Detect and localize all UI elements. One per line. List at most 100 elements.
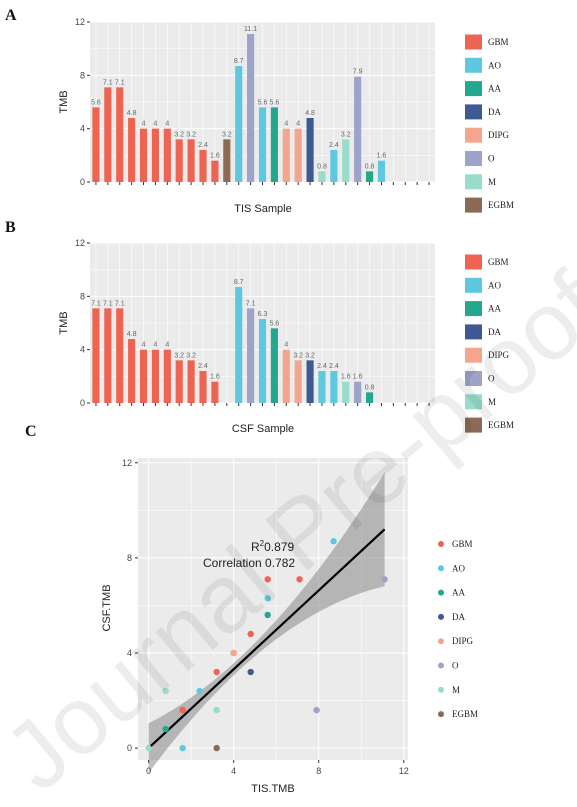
- panel-a-bar-value-label: 0.8: [317, 163, 327, 170]
- panel-a-y-tick-label: 4: [80, 124, 85, 134]
- panel-c-legend-swatch-egbm: [438, 711, 444, 718]
- panel-a-bar-value-label: 4: [284, 121, 288, 128]
- panel-c-legend-swatch-m: [438, 686, 444, 693]
- panel-a-legend-swatch-m: [465, 174, 482, 190]
- panel-b-bar-m: [342, 381, 350, 403]
- panel-b-bar-value-label: 3.2: [186, 352, 196, 359]
- panel-b-bar-value-label: 4: [165, 342, 169, 349]
- panel-c-legend-swatch-ao: [438, 565, 444, 572]
- panel-b-legend-swatch-ao: [465, 277, 482, 293]
- panel-b-legend-label-m: M: [488, 397, 496, 407]
- panel-b-bar-value-label: 3.2: [293, 352, 303, 359]
- panel-a-bar-value-label: 2.4: [329, 142, 339, 149]
- panel-a-legend-swatch-dipg: [465, 127, 482, 143]
- panel-b-bar-value-label: 7.1: [115, 300, 125, 307]
- panel-b-bar-value-label: 2.4: [329, 363, 339, 370]
- panel-c-x-tick-label: 0: [146, 766, 151, 776]
- panel-a-legend: GBM AO AA DA DIPG O M EGBM: [465, 34, 514, 213]
- panel-a-bar-value-label: 3.2: [186, 131, 196, 138]
- panel-a-letter: A: [5, 7, 17, 24]
- panel-b-bar-value-label: 1.6: [210, 374, 220, 381]
- panel-a-bar-ao: [258, 107, 267, 182]
- panel-a-bar-value-label: 2.4: [198, 142, 208, 149]
- panel-b-bar-value-label: 7.1: [103, 300, 113, 307]
- panel-b-bar-value-label: 7.1: [91, 300, 101, 307]
- panel-b-bar-value-label: 2.4: [317, 363, 327, 370]
- panel-c-y-tick-label: 8: [127, 553, 132, 563]
- panel-a-bar-gbm: [187, 139, 195, 182]
- panel-b-bar-value-label: 3.2: [305, 352, 315, 359]
- panel-b-bar-value-label: 6.3: [258, 311, 268, 318]
- panel-c-x-tick-label: 4: [231, 766, 236, 776]
- panel-c-y-tick-label: 12: [122, 458, 132, 468]
- panel-b-bar-value-label: 4.8: [127, 331, 137, 338]
- panel-b-bar-labels: 7.1 7.1 7.14.84 4 43.2 3.22.41.68.77.16.35.64…: [91, 279, 374, 391]
- scatter-point-ao: [196, 687, 203, 695]
- panel-a-bar-value-label: 11.1: [244, 26, 257, 33]
- panel-a-y-axis-title: TMB: [58, 90, 70, 113]
- panel-b-y-axis-title: TMB: [58, 311, 70, 334]
- panel-b-bar-value-label: 1.6: [353, 374, 363, 381]
- panel-c-x-tick-label: 12: [399, 766, 409, 776]
- panel-b-letter: B: [5, 219, 16, 236]
- panel-b-legend-label-gbm: GBM: [488, 257, 509, 267]
- panel-c-letter: C: [25, 423, 37, 440]
- panel-b-legend-swatch-m: [465, 394, 482, 410]
- scatter-point-aa: [162, 725, 169, 733]
- panel-a: A 5.67.1 7.14.84 4 43.2 3.22.41.63.28.711.15…: [5, 7, 514, 215]
- panel-a-legend-swatch-da: [465, 104, 482, 120]
- panel-a-bar-value-label: 7.9: [353, 69, 363, 76]
- panel-b-bar-aa: [366, 392, 374, 403]
- panel-b-bar-value-label: 7.1: [246, 300, 256, 307]
- panel-b-bar-gbm: [139, 349, 148, 403]
- correlation-annotation: Correlation 0.782: [203, 556, 295, 570]
- panel-b-bar-aa: [270, 328, 278, 403]
- panel-a-bar-m: [318, 171, 326, 182]
- scatter-point-o: [381, 576, 388, 583]
- panel-b-bar-gbm: [92, 308, 100, 403]
- panel-c-legend-label-ao: AO: [452, 563, 465, 573]
- panel-b-bar-ao: [330, 371, 338, 403]
- panel-b-bar-gbm: [199, 371, 207, 403]
- panel-b-bar-value-label: 4: [153, 342, 157, 349]
- panel-a-legend-label-ao: AO: [488, 60, 501, 70]
- panel-b-y-tick-label: 8: [80, 291, 85, 301]
- panel-c-legend-swatch-da: [438, 613, 444, 620]
- panel-a-bar-ao: [377, 160, 386, 182]
- panel-b-bar-ao: [235, 287, 243, 403]
- panel-a-bar-dipg: [294, 128, 302, 182]
- panel-b-bar-value-label: 4: [284, 342, 288, 349]
- panel-b-bar-gbm: [187, 360, 195, 403]
- panel-b-bar-o: [354, 381, 362, 403]
- panel-c-legend-label-dipg: DIPG: [452, 636, 474, 646]
- panel-a-bar-gbm: [163, 128, 171, 182]
- panel-b-y-tick-label: 4: [80, 345, 85, 355]
- panel-a-bar-value-label: 3.2: [174, 131, 184, 138]
- panel-c-x-axis-title: TIS.TMB: [251, 783, 294, 795]
- panel-a-legend-swatch-o: [465, 151, 482, 166]
- panel-a-legend-swatch-aa: [465, 81, 482, 97]
- panel-b-bar-value-label: 4: [142, 342, 146, 349]
- panel-b-bar-value-label: 0.8: [365, 384, 375, 391]
- regression-line: [147, 528, 386, 749]
- panel-a-bar-gbm: [104, 87, 112, 182]
- panel-b-legend-label-ao: AO: [488, 280, 501, 290]
- panel-a-bar-value-label: 8.7: [234, 58, 244, 65]
- panel-a-legend-label-o: O: [488, 154, 495, 164]
- panel-a-bar-value-label: 5.6: [258, 99, 268, 106]
- panel-a-legend-label-gbm: GBM: [488, 37, 509, 47]
- panel-a-bar-value-label: 7.1: [115, 79, 125, 86]
- panel-c-y-axis-title: CSF.TMB: [101, 584, 113, 631]
- panel-a-bar-da: [306, 118, 314, 182]
- panel-c-legend-label-da: DA: [452, 612, 465, 622]
- panel-b-legend-label-egbm: EGBM: [488, 420, 514, 430]
- panel-c-legend-label-aa: AA: [452, 588, 465, 598]
- panel-a-legend-label-da: DA: [488, 107, 501, 117]
- panel-a-y-tick-label: 8: [80, 70, 85, 80]
- panel-a-legend-swatch-egbm: [465, 197, 482, 213]
- panel-c-legend: GBM AO AA DA DIPG O M EGBM: [438, 539, 478, 719]
- scatter-point-gbm: [179, 706, 186, 714]
- panel-a-legend-swatch-ao: [465, 57, 482, 73]
